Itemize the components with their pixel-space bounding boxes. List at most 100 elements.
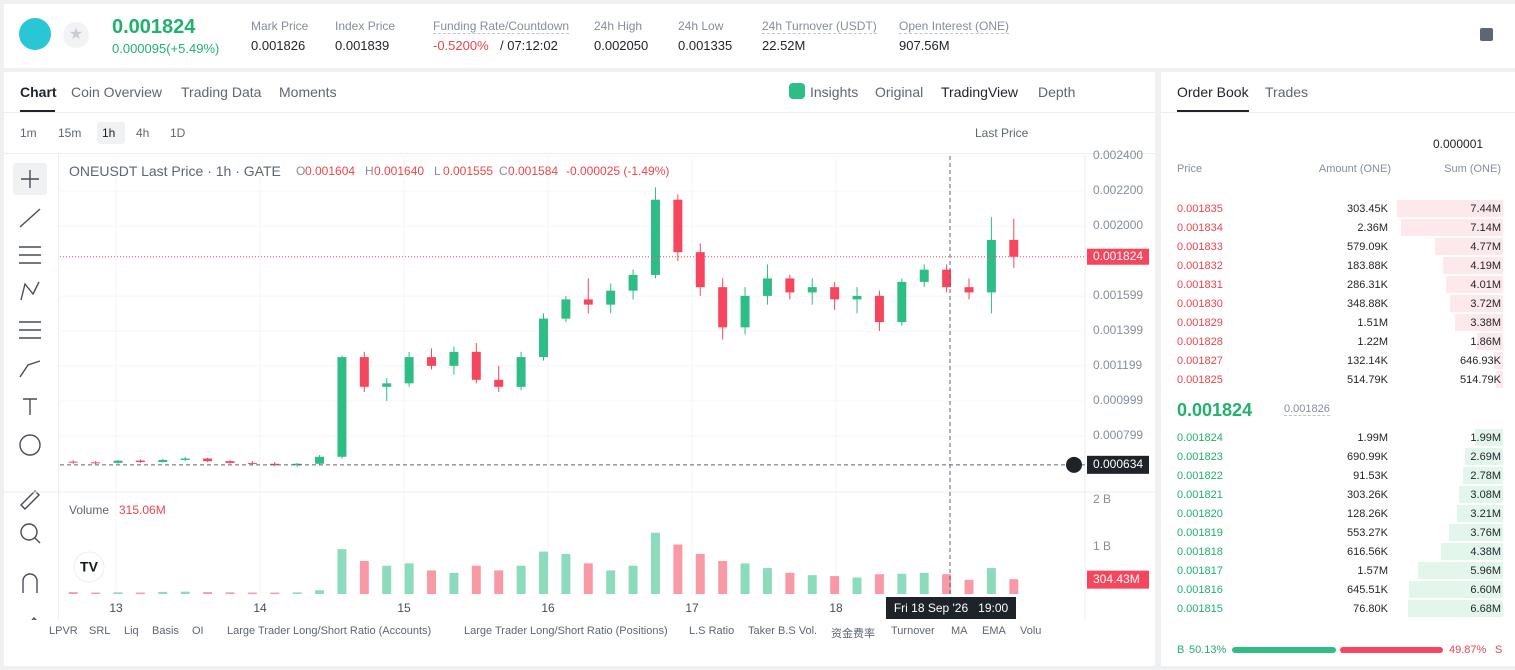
book-price[interactable]: 0.001823 [1177,451,1223,463]
legend-value: 0.001604 [305,164,356,178]
chart-tab[interactable]: Coin Overview [71,84,163,100]
x-tick-label: 13 [109,601,123,615]
indicator[interactable]: Liq [124,625,139,637]
interval[interactable]: 15m [58,126,82,140]
stat-value: 22.52M [762,38,806,53]
stat-label: 24h Low [678,19,724,33]
indicator[interactable]: SRL [89,625,111,637]
book-amount: 690.99K [1347,451,1388,463]
book-price[interactable]: 0.001820 [1177,508,1223,520]
book-price[interactable]: 0.001815 [1177,603,1223,615]
book-price[interactable]: 0.001819 [1177,527,1223,539]
view-tab[interactable]: Depth [1038,84,1076,100]
legend-key: H [365,164,374,178]
book-price[interactable]: 0.001817 [1177,565,1223,577]
indicator[interactable]: Volu [1020,625,1042,637]
book-sum: 3.72M [1470,298,1501,310]
indicator[interactable]: EMA [982,625,1006,637]
volume-bar [1009,579,1019,594]
volume-bar [359,561,369,594]
view-tab[interactable]: Insights [810,84,859,100]
chart-tab[interactable]: Moments [279,84,337,100]
indicator[interactable]: Large Trader Long/Short Ratio (Accounts) [227,625,432,637]
book-price[interactable]: 0.001824 [1177,432,1223,444]
indicator[interactable]: Taker B.S Vol. [748,625,818,637]
indicator[interactable]: LPVR [49,625,78,637]
notes-icon[interactable] [1480,28,1493,41]
book-sum: 6.60M [1470,584,1501,596]
book-price[interactable]: 0.001816 [1177,584,1223,596]
book-price[interactable]: 0.001830 [1177,298,1223,310]
book-sum: 1.86M [1470,336,1501,348]
book-tab[interactable]: Order Book [1177,84,1249,100]
interval[interactable]: 1h [102,126,116,140]
indicator[interactable]: OI [192,625,204,637]
book-price[interactable]: 0.001835 [1177,203,1223,215]
favorite-star[interactable]: ★ [63,22,89,48]
book-price[interactable]: 0.001831 [1177,279,1223,291]
header-bar: ★ 0.001824 0.000095(+5.49%) [4,4,1515,68]
indicator[interactable]: Large Trader Long/Short Ratio (Positions… [464,625,668,637]
candle-body [583,299,593,305]
book-sum: 514.79K [1460,374,1501,386]
precision[interactable]: 0.000001 [1433,137,1484,151]
candle-body [539,318,548,358]
chart-tab[interactable]: Chart [20,84,57,100]
book-sum: 4.19M [1470,260,1501,272]
interval[interactable]: 1D [170,126,186,140]
legend-key: O [296,164,306,178]
indicator[interactable]: Basis [152,625,179,637]
volume-bar [986,568,996,594]
depth-bar [1408,581,1503,598]
book-header: Price [1177,163,1203,175]
ai-icon [789,83,805,99]
book-price[interactable]: 0.001825 [1177,374,1223,386]
interval[interactable]: 4h [136,126,150,140]
book-header: Sum (ONE) [1444,163,1501,175]
book-price[interactable]: 0.001821 [1177,489,1223,501]
book-sum: 7.14M [1470,222,1501,234]
indicator[interactable]: L.S Ratio [689,625,735,637]
indicator[interactable]: MA [951,625,968,637]
coin-logo [19,18,51,50]
book-price[interactable]: 0.001833 [1177,241,1223,253]
indicator[interactable]: 资金费率 [831,628,875,640]
buy-bar [1232,647,1336,653]
depth-bar [1450,295,1503,312]
volume-bar [673,544,683,594]
legend-key: L [434,164,441,178]
candle-body [180,458,190,460]
book-sum: 6.68M [1470,603,1501,615]
chart-tab[interactable]: Trading Data [181,84,262,100]
y-tick-label: 0.001199 [1093,358,1142,372]
interval[interactable]: 1m [20,126,37,140]
candle-body [1009,239,1019,257]
candle-body [68,461,78,463]
crosshair-price-tag [1087,455,1149,474]
indicator[interactable]: Turnover [891,625,935,637]
book-price[interactable]: 0.001829 [1177,317,1223,329]
y-tick-label: 0.002200 [1093,183,1143,197]
depth-bar [1445,276,1503,293]
chart-svg: TV 0.002400 0.002200 0.002000 0.001599 0.001… [4,148,1155,620]
book-price[interactable]: 0.001834 [1177,222,1223,234]
book-last-price: 0.001824 [1177,400,1253,420]
candle-body [247,462,257,464]
book-price[interactable]: 0.001832 [1177,260,1223,272]
book-price[interactable]: 0.001828 [1177,336,1223,348]
volume-bar [718,561,728,594]
book-tab[interactable]: Trades [1265,84,1309,100]
book-price[interactable]: 0.001818 [1177,546,1223,558]
depth-bar [1474,429,1503,446]
depth-bar [1454,314,1503,331]
x-tick-label: 14 [253,601,267,615]
book-price[interactable]: 0.001822 [1177,470,1223,482]
price-source[interactable]: Last Price [975,126,1029,140]
book-amount: 128.26K [1347,508,1388,520]
book-price[interactable]: 0.001827 [1177,355,1223,367]
view-tab[interactable]: TradingView [941,84,1019,100]
candle-body [292,463,302,466]
depth-bar [1457,505,1503,522]
view-tab[interactable]: Original [875,84,924,100]
candle-body [762,278,772,296]
